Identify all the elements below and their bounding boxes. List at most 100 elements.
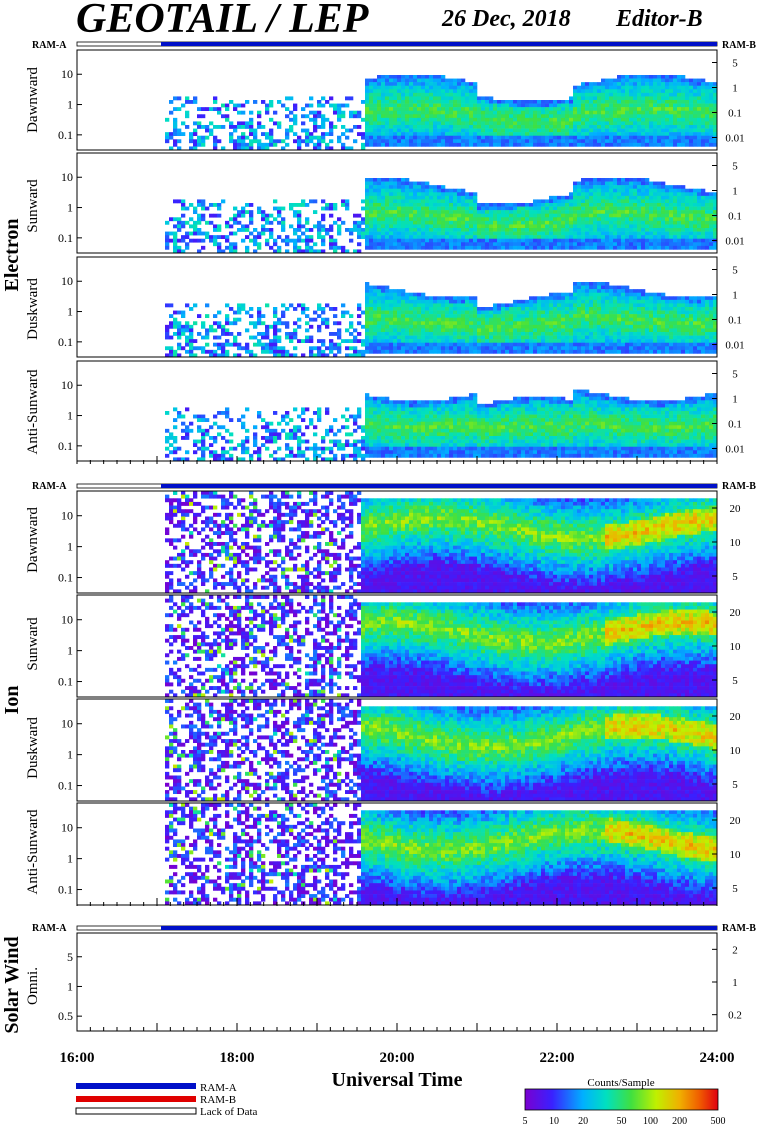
electron-panel-2-cell bbox=[493, 321, 497, 325]
electron-panel-0-cell bbox=[541, 111, 545, 115]
electron-panel-0-cell bbox=[273, 139, 277, 143]
electron-panel-0-cell bbox=[597, 111, 601, 115]
electron-panel-0-cell bbox=[433, 125, 437, 129]
electron-panel-0-cell bbox=[301, 129, 305, 133]
electron-panel-1-cell bbox=[581, 214, 585, 218]
electron-panel-0-cell bbox=[209, 132, 213, 136]
electron-panel-2-cell bbox=[573, 282, 577, 286]
electron-panel-0-cell bbox=[293, 107, 297, 111]
electron-panel-0-cell bbox=[317, 104, 321, 108]
electron-panel-1-cell bbox=[637, 203, 641, 207]
electron-panel-1-cell bbox=[649, 235, 653, 239]
electron-panel-1-cell bbox=[581, 228, 585, 232]
ram-b-label-electron: RAM-B bbox=[722, 40, 756, 51]
electron-panel-2-cell bbox=[529, 307, 533, 311]
electron-panel-0-cell bbox=[649, 132, 653, 136]
electron-panel-1-cell bbox=[369, 239, 373, 243]
electron-panel-0-cell bbox=[637, 86, 641, 90]
electron-panel-0-cell bbox=[489, 104, 493, 108]
electron-panel-2-cell bbox=[549, 346, 553, 350]
electron-panel-0-cell bbox=[637, 79, 641, 83]
electron-panel-2-cell bbox=[169, 325, 173, 329]
electron-panel-1-cell bbox=[633, 203, 637, 207]
electron-panel-0-cell bbox=[365, 89, 369, 93]
electron-panel-2-cell bbox=[481, 332, 485, 336]
electron-panel-2-cell bbox=[381, 318, 385, 322]
electron-panel-2-cell bbox=[533, 343, 537, 347]
electron-panel-0-cell bbox=[705, 104, 709, 108]
electron-panel-1-cell bbox=[473, 196, 477, 200]
electron-panel-2-cell bbox=[501, 346, 505, 350]
electron-panel-1-cell bbox=[609, 185, 613, 189]
electron-panel-2-cell bbox=[225, 321, 229, 325]
electron-panel-2-cell bbox=[561, 328, 565, 332]
electron-panel-2-cell bbox=[409, 343, 413, 347]
electron-panel-2-cell bbox=[301, 307, 305, 311]
electron-panel-1-cell bbox=[337, 246, 341, 250]
electron-panel-1-cell bbox=[685, 228, 689, 232]
electron-panel-2-cell bbox=[225, 328, 229, 332]
electron-panel-0-cell bbox=[413, 132, 417, 136]
electron-panel-1-cell bbox=[677, 192, 681, 196]
electron-panel-1-cell bbox=[541, 214, 545, 218]
electron-panel-1-cell bbox=[217, 235, 221, 239]
electron-panel-0-cell bbox=[633, 89, 637, 93]
electron-panel-0-cell bbox=[569, 100, 573, 104]
electron-panel-2-cell bbox=[413, 339, 417, 343]
electron-panel-2-cell bbox=[429, 350, 433, 354]
electron-panel-1-cell bbox=[605, 196, 609, 200]
electron-panel-1-cell bbox=[481, 217, 485, 221]
electron-panel-1-cell bbox=[641, 192, 645, 196]
electron-panel-1-cell bbox=[509, 210, 513, 214]
electron-panel-2-cell bbox=[245, 350, 249, 354]
electron-panel-2-cell bbox=[393, 346, 397, 350]
electron-panel-2-cell bbox=[497, 346, 501, 350]
electron-panel-2-cell bbox=[557, 325, 561, 329]
electron-panel-0-cell bbox=[433, 118, 437, 122]
electron-panel-0-cell bbox=[461, 121, 465, 125]
electron-panel-0-cell bbox=[393, 136, 397, 140]
electron-panel-2-cell bbox=[557, 350, 561, 354]
electron-panel-0-cell bbox=[525, 136, 529, 140]
electron-panel-0-cell bbox=[673, 139, 677, 143]
electron-panel-1-cell bbox=[581, 182, 585, 186]
electron-panel-2-cell bbox=[277, 321, 281, 325]
electron-panel-1-cell bbox=[709, 232, 713, 236]
electron-panel-0-cell bbox=[517, 111, 521, 115]
electron-panel-1-cell bbox=[193, 210, 197, 214]
electron-panel-2-cell bbox=[237, 303, 241, 307]
electron-panel-0-cell bbox=[365, 139, 369, 143]
electron-panel-0-cell bbox=[365, 143, 369, 147]
electron-panel-1-cell bbox=[421, 192, 425, 196]
electron-panel-0-cell bbox=[529, 136, 533, 140]
electron-panel-0-cell bbox=[537, 104, 541, 108]
electron-panel-2-cell bbox=[417, 300, 421, 304]
electron-panel-0-cell bbox=[673, 118, 677, 122]
electron-panel-2-cell bbox=[441, 343, 445, 347]
electron-panel-1-cell bbox=[449, 228, 453, 232]
electron-panel-1-cell bbox=[665, 214, 669, 218]
electron-panel-1-cell bbox=[629, 246, 633, 250]
electron-panel-1-cell bbox=[441, 196, 445, 200]
electron-panel-2-cell bbox=[437, 325, 441, 329]
electron-panel-1-cell bbox=[381, 246, 385, 250]
electron-panel-0-cell bbox=[381, 143, 385, 147]
electron-panel-1-cell bbox=[609, 199, 613, 203]
electron-panel-1-cell bbox=[681, 242, 685, 246]
electron-panel-2-cell bbox=[457, 296, 461, 300]
electron-panel-0-cell bbox=[477, 121, 481, 125]
electron-panel-2-cell bbox=[457, 303, 461, 307]
electron-panel-0-cell bbox=[245, 125, 249, 129]
electron-panel-1-cell bbox=[393, 239, 397, 243]
electron-panel-1-cell bbox=[173, 242, 177, 246]
electron-panel-2-cell bbox=[273, 346, 277, 350]
electron-panel-1-cell bbox=[697, 221, 701, 225]
electron-panel-2-cell bbox=[369, 336, 373, 340]
electron-panel-2-cell bbox=[381, 325, 385, 329]
electron-panel-2-cell bbox=[389, 325, 393, 329]
electron-panel-2-cell bbox=[369, 339, 373, 343]
electron-panel-0-cell bbox=[369, 114, 373, 118]
electron-panel-0-cell bbox=[377, 79, 381, 83]
electron-panel-0-cell bbox=[533, 132, 537, 136]
electron-panel-2-cell bbox=[333, 314, 337, 318]
